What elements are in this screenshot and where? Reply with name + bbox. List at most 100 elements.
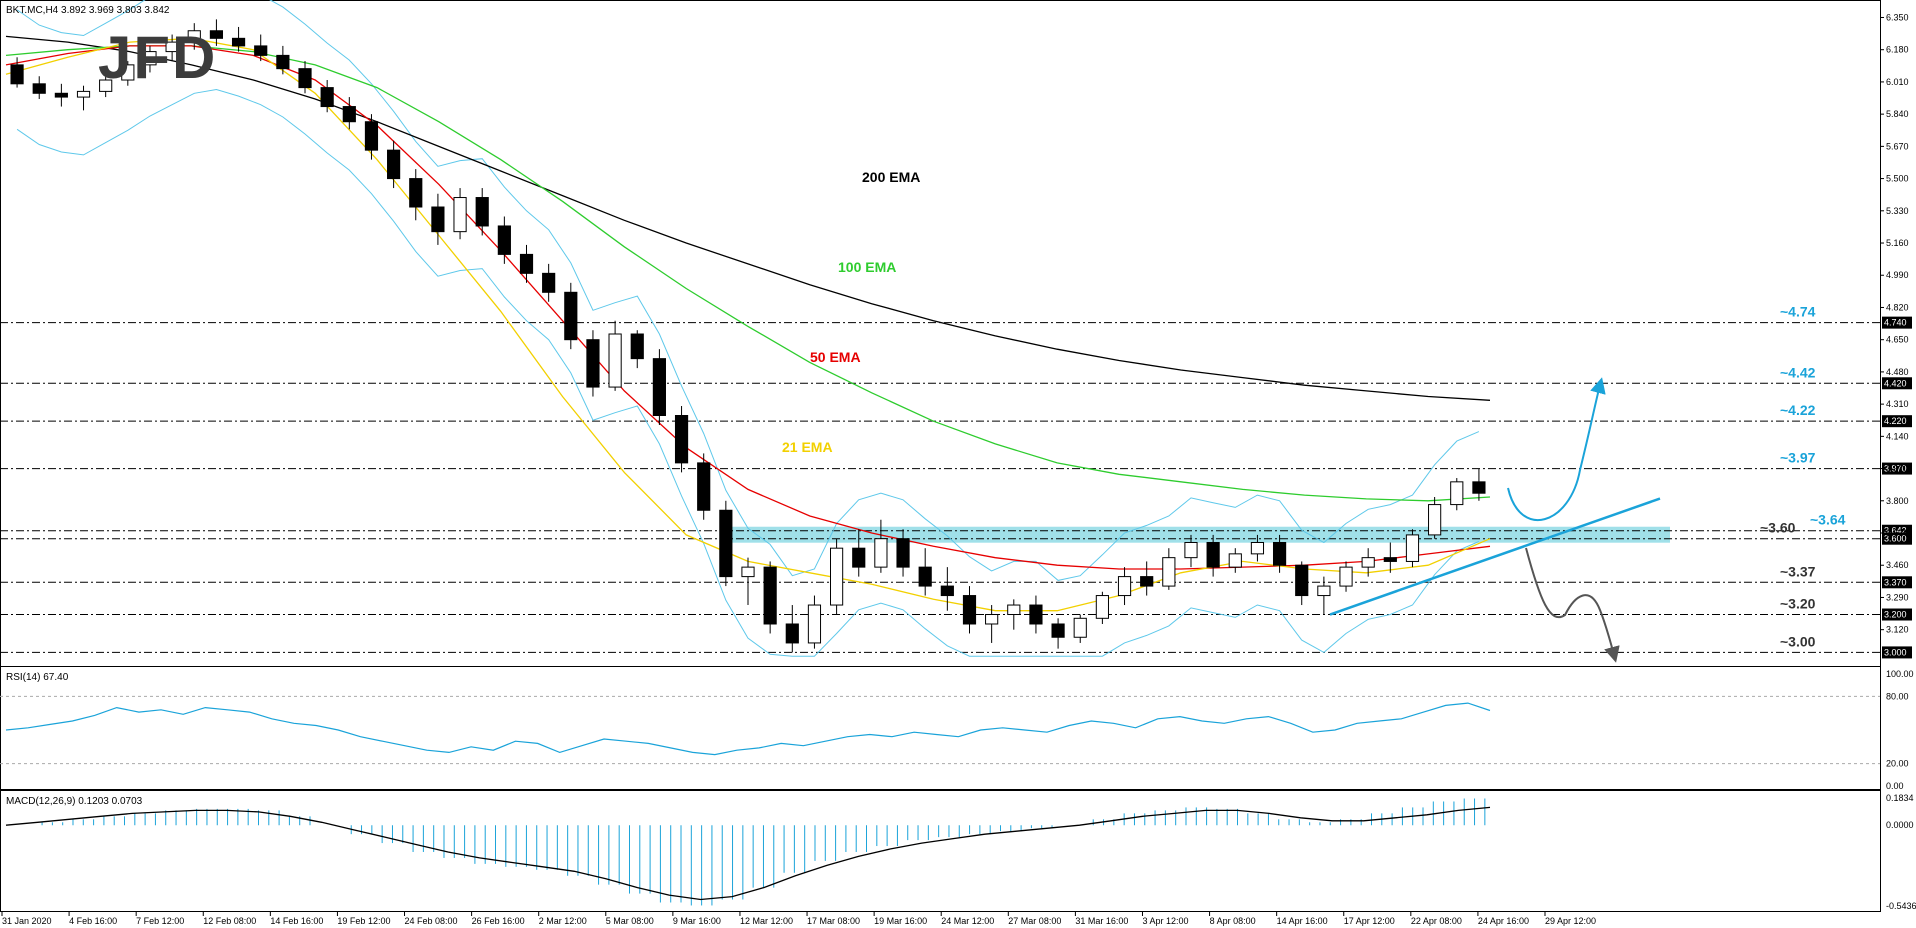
x-tick-label: 9 Mar 16:00 (673, 916, 721, 926)
macd-panel[interactable] (0, 790, 1881, 912)
candle-bull (1250, 541, 1265, 555)
price-tick-label: 3.290 (1886, 592, 1909, 602)
price-tag-text: 4.740 (1884, 318, 1907, 328)
rsi-panel[interactable] (0, 666, 1881, 790)
price-tick-label: 5.840 (1886, 109, 1909, 119)
candle-bull (1450, 481, 1464, 506)
candle-bull (874, 538, 888, 568)
candle-bear (697, 462, 711, 511)
rsi-line (5, 702, 1491, 756)
price-tick-label: 3.630 (1886, 528, 1909, 538)
x-tick-label: 22 Apr 08:00 (1411, 916, 1462, 926)
candle-bull (1162, 557, 1176, 587)
candle-bear (1051, 623, 1065, 638)
candle-bull (76, 90, 91, 98)
x-tick-label: 5 Mar 08:00 (606, 916, 654, 926)
candle-bear (962, 595, 977, 625)
candle-bear (896, 538, 910, 568)
x-tick-label: 19 Mar 16:00 (874, 916, 927, 926)
candle-bull (1361, 557, 1375, 568)
price-tick-label: 5.160 (1886, 238, 1909, 248)
candle-bear (1140, 576, 1154, 587)
candle-bear (1272, 541, 1287, 566)
price-tick-label: 6.010 (1886, 77, 1909, 87)
x-tick-label: 17 Apr 12:00 (1344, 916, 1395, 926)
candle-bull (143, 51, 157, 66)
price-panel[interactable] (0, 0, 1881, 667)
candle-bear (542, 272, 556, 293)
bollinger-upper (16, 0, 1480, 581)
level-label: ~3.00 (1780, 633, 1816, 649)
rsi-label: RSI(14) 67.40 (6, 672, 69, 683)
candle-bear (298, 68, 312, 89)
x-tick-label: 31 Jan 2020 (2, 916, 52, 926)
symbol-info: BKT.MC,H4 3.892 3.969 3.803 3.842 (6, 5, 170, 16)
macd-signal-line (5, 806, 1491, 901)
price-tick-label: 3.460 (1886, 560, 1909, 570)
candle-bear (586, 339, 600, 388)
price-tick-label: 4.480 (1886, 367, 1909, 377)
candle-bear (519, 253, 534, 274)
price-tick-label: 6.350 (1886, 12, 1909, 22)
ema-line (5, 35, 1491, 401)
level-label: ~3.97 (1780, 450, 1816, 466)
candle-bear (852, 547, 866, 568)
candle-bull (99, 79, 113, 92)
x-tick-label: 7 Feb 12:00 (136, 916, 184, 926)
candle-bull (1007, 604, 1021, 616)
candle-bear (409, 178, 423, 208)
ema-line (5, 45, 1491, 570)
price-tick-label: 3.120 (1886, 625, 1909, 635)
price-tag (1882, 646, 1912, 659)
x-tick-label: 12 Mar 12:00 (740, 916, 793, 926)
candle-bear (1206, 541, 1220, 568)
x-tick-label: 17 Mar 08:00 (807, 916, 860, 926)
price-tag (1882, 576, 1912, 589)
candle-bear (209, 30, 224, 39)
x-tick-label: 2 Mar 12:00 (539, 916, 587, 926)
candle-bear (630, 333, 644, 360)
candle-bear (254, 45, 268, 56)
candle-bull (741, 566, 755, 578)
candle-bull (1317, 585, 1331, 597)
jfd-logo: JFD (98, 24, 217, 91)
price-tag-text: 3.200 (1884, 610, 1907, 620)
candle-bear (276, 54, 290, 70)
candle-bull (1073, 617, 1087, 638)
candle-bear (497, 225, 511, 255)
x-tick-label: 19 Feb 12:00 (337, 916, 390, 926)
level-label: ~3.37 (1780, 563, 1816, 579)
candle-bull (1095, 595, 1109, 619)
price-tag (1882, 415, 1912, 428)
x-tick-label: 31 Mar 16:00 (1075, 916, 1128, 926)
candle-bear (342, 106, 356, 123)
candle-bear (1295, 564, 1309, 597)
price-tick-label: 5.670 (1886, 141, 1909, 151)
price-tag (1882, 462, 1912, 475)
rsi-tick-label: 80.00 (1886, 691, 1909, 701)
candle-bear (719, 509, 733, 578)
bollinger-lower (16, 88, 1480, 657)
bullish-scenario-arrow (1507, 377, 1606, 521)
x-tick-label: 12 Feb 08:00 (203, 916, 256, 926)
candle-bull (985, 614, 999, 625)
rsi-tick-label: 100.00 (1886, 669, 1914, 679)
price-tick-label: 4.140 (1886, 431, 1909, 441)
candle-bull (1184, 541, 1198, 559)
x-tick-label: 24 Apr 16:00 (1478, 916, 1529, 926)
price-tick-label: 4.990 (1886, 270, 1909, 280)
candle-bull (830, 547, 844, 606)
candle-bear (652, 358, 666, 416)
candle-bear (1029, 604, 1043, 625)
x-tick-label: 3 Apr 12:00 (1142, 916, 1188, 926)
candle-bear (10, 64, 24, 85)
macd-tick-label: 0.0000 (1886, 820, 1914, 830)
price-tag (1882, 316, 1912, 329)
candle-bear (564, 291, 578, 341)
candle-bear (785, 623, 799, 644)
ema-label: 200 EMA (862, 169, 920, 185)
candle-bear (431, 206, 445, 233)
bearish-scenario-arrow (1525, 547, 1620, 663)
candle-bull (1428, 504, 1442, 536)
